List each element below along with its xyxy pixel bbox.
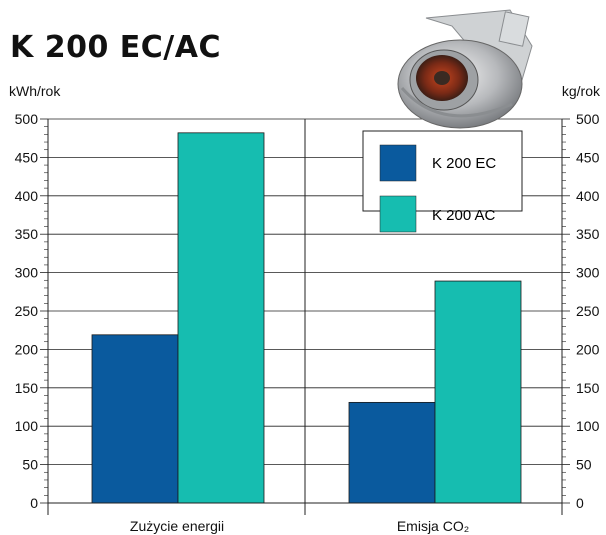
y-tick-label-right: 500: [576, 111, 600, 127]
chart-title: K 200 EC/AC: [10, 30, 221, 65]
y-tick-label-left: 200: [15, 341, 39, 357]
y-tick-label-right: 250: [576, 303, 600, 319]
y-tick-label-right: 150: [576, 380, 600, 396]
y-tick-label-left: 250: [15, 303, 39, 319]
y-tick-label-right: 0: [576, 495, 584, 511]
y-tick-label-left: 300: [15, 265, 39, 281]
legend-swatch-ac: [379, 195, 417, 233]
inline-duct-fan-image: [397, 9, 533, 129]
legend-swatch-ec: [379, 144, 417, 182]
y-axis-label-right: kg/rok: [562, 83, 601, 99]
y-tick-label-left: 450: [15, 149, 39, 165]
y-tick-label-right: 200: [576, 341, 600, 357]
x-labels: Zużycie energii Emisja CO₂: [130, 518, 469, 534]
x-category-label: Zużycie energii: [130, 518, 224, 534]
y-axis-label-left: kWh/rok: [9, 83, 61, 99]
bar-ac-1: [434, 280, 522, 504]
legend-label-ac: K 200 AC: [432, 207, 496, 224]
bar-ec-0: [91, 334, 179, 504]
y-tick-label-left: 350: [15, 226, 39, 242]
y-tick-label-right: 350: [576, 226, 600, 242]
legend-label-ec: K 200 EC: [432, 155, 496, 172]
y-tick-label-left: 500: [15, 111, 39, 127]
y-tick-label-left: 150: [15, 380, 39, 396]
y-ticks: 0 0 50 50 100 100 150 150 200 200 250 250 300 300 350 3…: [15, 111, 600, 511]
y-tick-label-right: 400: [576, 188, 600, 204]
legend: K 200 EC K 200 AC: [362, 130, 523, 233]
x-category-label: Emisja CO₂: [397, 518, 469, 534]
y-tick-label-right: 100: [576, 418, 600, 434]
y-tick-label-right: 450: [576, 149, 600, 165]
y-tick-label-right: 50: [576, 457, 592, 473]
bar-ac-0: [177, 132, 265, 504]
y-tick-label-left: 50: [22, 457, 38, 473]
y-tick-label-left: 400: [15, 188, 39, 204]
bar-ec-1: [348, 401, 436, 504]
y-tick-label-left: 0: [30, 495, 38, 511]
y-tick-label-left: 100: [15, 418, 39, 434]
bars: [91, 132, 522, 504]
y-tick-label-right: 300: [576, 265, 600, 281]
